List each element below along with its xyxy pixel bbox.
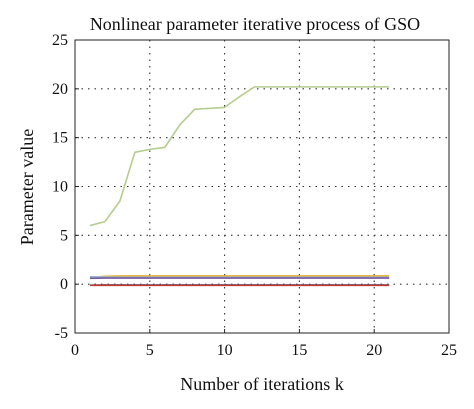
x-tick-label: 15: [291, 342, 307, 359]
y-tick-label: 10: [52, 179, 68, 196]
x-axis-title: Number of iterations k: [180, 374, 343, 394]
chart-title: Nonlinear parameter iterative process of…: [90, 14, 420, 34]
y-axis-title: Parameter value: [17, 129, 37, 245]
x-tick-label: 5: [146, 342, 154, 359]
plot-area-background: [75, 40, 449, 333]
y-tick-label: -5: [55, 325, 68, 342]
y-tick-label: 0: [60, 276, 68, 293]
y-tick-label: 20: [52, 81, 68, 98]
x-tick-label: 25: [441, 342, 457, 359]
x-tick-label: 0: [71, 342, 79, 359]
x-tick-label: 20: [366, 342, 382, 359]
y-tick-label: 25: [52, 32, 68, 49]
y-tick-label: 15: [52, 130, 68, 147]
x-tick-label: 10: [217, 342, 233, 359]
y-tick-label: 5: [60, 227, 68, 244]
